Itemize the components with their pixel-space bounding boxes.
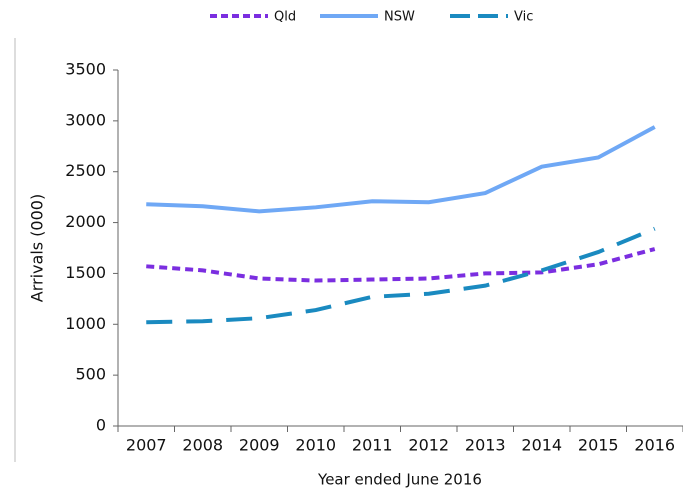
y-tick-label: 0 <box>96 416 106 435</box>
x-tick-label: 2007 <box>126 436 167 455</box>
x-tick-label: 2015 <box>578 436 619 455</box>
x-tick-label: 2008 <box>182 436 223 455</box>
y-tick-label: 500 <box>75 365 106 384</box>
y-tick-label: 2000 <box>65 212 106 231</box>
legend-label: Vic <box>514 10 533 25</box>
y-axis-label: Arrivals (000) <box>28 194 47 302</box>
y-tick-label: 1000 <box>65 314 106 333</box>
y-tick-label: 3000 <box>65 110 106 129</box>
series-line <box>146 226 656 325</box>
legend-label: NSW <box>384 10 415 25</box>
x-tick-label: 2009 <box>239 436 280 455</box>
legend-label: Qld <box>274 10 296 25</box>
x-tick-label: 2011 <box>352 436 393 455</box>
x-tick-label: 2013 <box>465 436 506 455</box>
series-line <box>146 247 656 283</box>
x-tick-label: 2012 <box>408 436 449 455</box>
x-axis-label: Year ended June 2016 <box>317 471 482 489</box>
x-tick-label: 2014 <box>521 436 562 455</box>
y-tick-label: 2500 <box>65 161 106 180</box>
x-tick-label: 2010 <box>295 436 336 455</box>
series-line <box>146 125 656 214</box>
y-tick-label: 3500 <box>65 60 106 79</box>
x-tick-label: 2016 <box>634 436 675 455</box>
y-tick-label: 1500 <box>65 263 106 282</box>
